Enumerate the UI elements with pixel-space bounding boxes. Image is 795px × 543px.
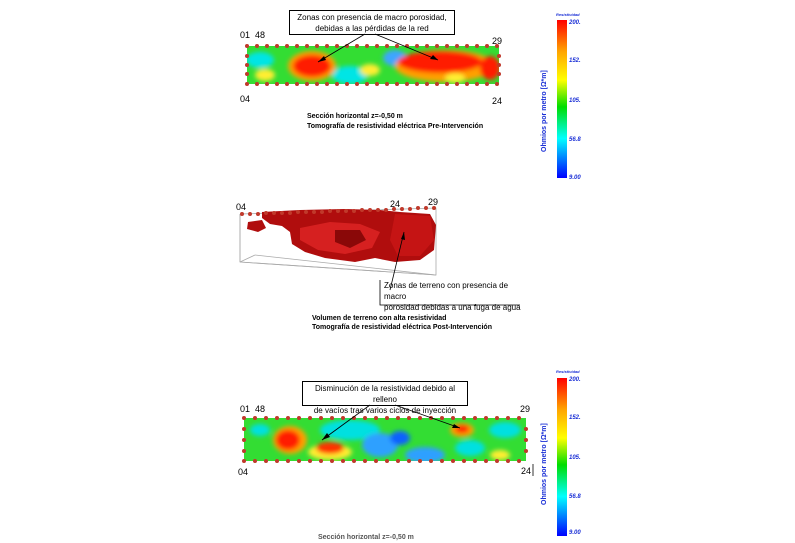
bottom-caption-line1: Sección horizontal z=-0,50 m [318, 534, 414, 541]
electrode-label-48-b: 48 [255, 404, 266, 414]
electrode-label-04-3d: 04 [236, 202, 247, 212]
electrode-label-04-b: 04 [238, 467, 249, 477]
bottom-callout: Disminución de la resistividad debido al… [302, 381, 468, 415]
scale-tick-900-b: 9.00 [569, 530, 581, 536]
scale-tick-152-b: 152. [569, 415, 581, 421]
top-electrodes [245, 44, 501, 86]
electrode-label-24-3d: 24 [390, 199, 401, 209]
scale-title-bottom: Resistividad [556, 369, 580, 374]
middle-callout: Zonas de terreno con presencia de macro … [384, 281, 521, 312]
scale-tick-105-b: 105. [569, 455, 581, 461]
electrode-label-04: 04 [240, 94, 251, 104]
electrode-label-24-b: 24 [521, 466, 532, 476]
scale-axis-label-bottom: Ohmios por metro [Ω*m] [541, 423, 548, 505]
scale-tick-152: 152. [569, 58, 581, 64]
top-callout: Zonas con presencia de macro porosidad, … [289, 10, 455, 35]
electrode-label-29-b: 29 [520, 404, 531, 414]
electrode-label-01-b: 01 [240, 404, 251, 414]
top-caption-line2: Tomografía de resistividad eléctrica Pre… [307, 123, 484, 130]
scale-title-top: Resistividad [556, 12, 580, 17]
color-bar-top [557, 20, 567, 178]
bottom-electrodes [242, 416, 528, 463]
electrode-label-29-3d: 29 [428, 197, 439, 207]
scale-tick-568-b: 56.8 [569, 494, 581, 500]
scale-tick-568: 56.8 [569, 137, 581, 143]
scale-tick-200: 200. [569, 20, 581, 26]
middle-caption-line2: Tomografía de resistividad eléctrica Pos… [312, 324, 492, 331]
middle-electrodes [240, 206, 436, 216]
scale-tick-200-b: 200. [569, 377, 581, 383]
color-bar-bottom [557, 378, 567, 536]
electrode-label-24: 24 [492, 96, 503, 106]
electrode-label-01: 01 [240, 30, 251, 40]
electrode-label-48: 48 [255, 30, 266, 40]
middle-caption-line1: Volumen de terreno con alta resistividad [312, 315, 447, 322]
scale-tick-900: 9.00 [569, 175, 581, 181]
scale-tick-105: 105. [569, 98, 581, 104]
top-caption-line1: Sección horizontal z=-0,50 m [307, 113, 403, 120]
electrode-label-29: 29 [492, 36, 503, 46]
